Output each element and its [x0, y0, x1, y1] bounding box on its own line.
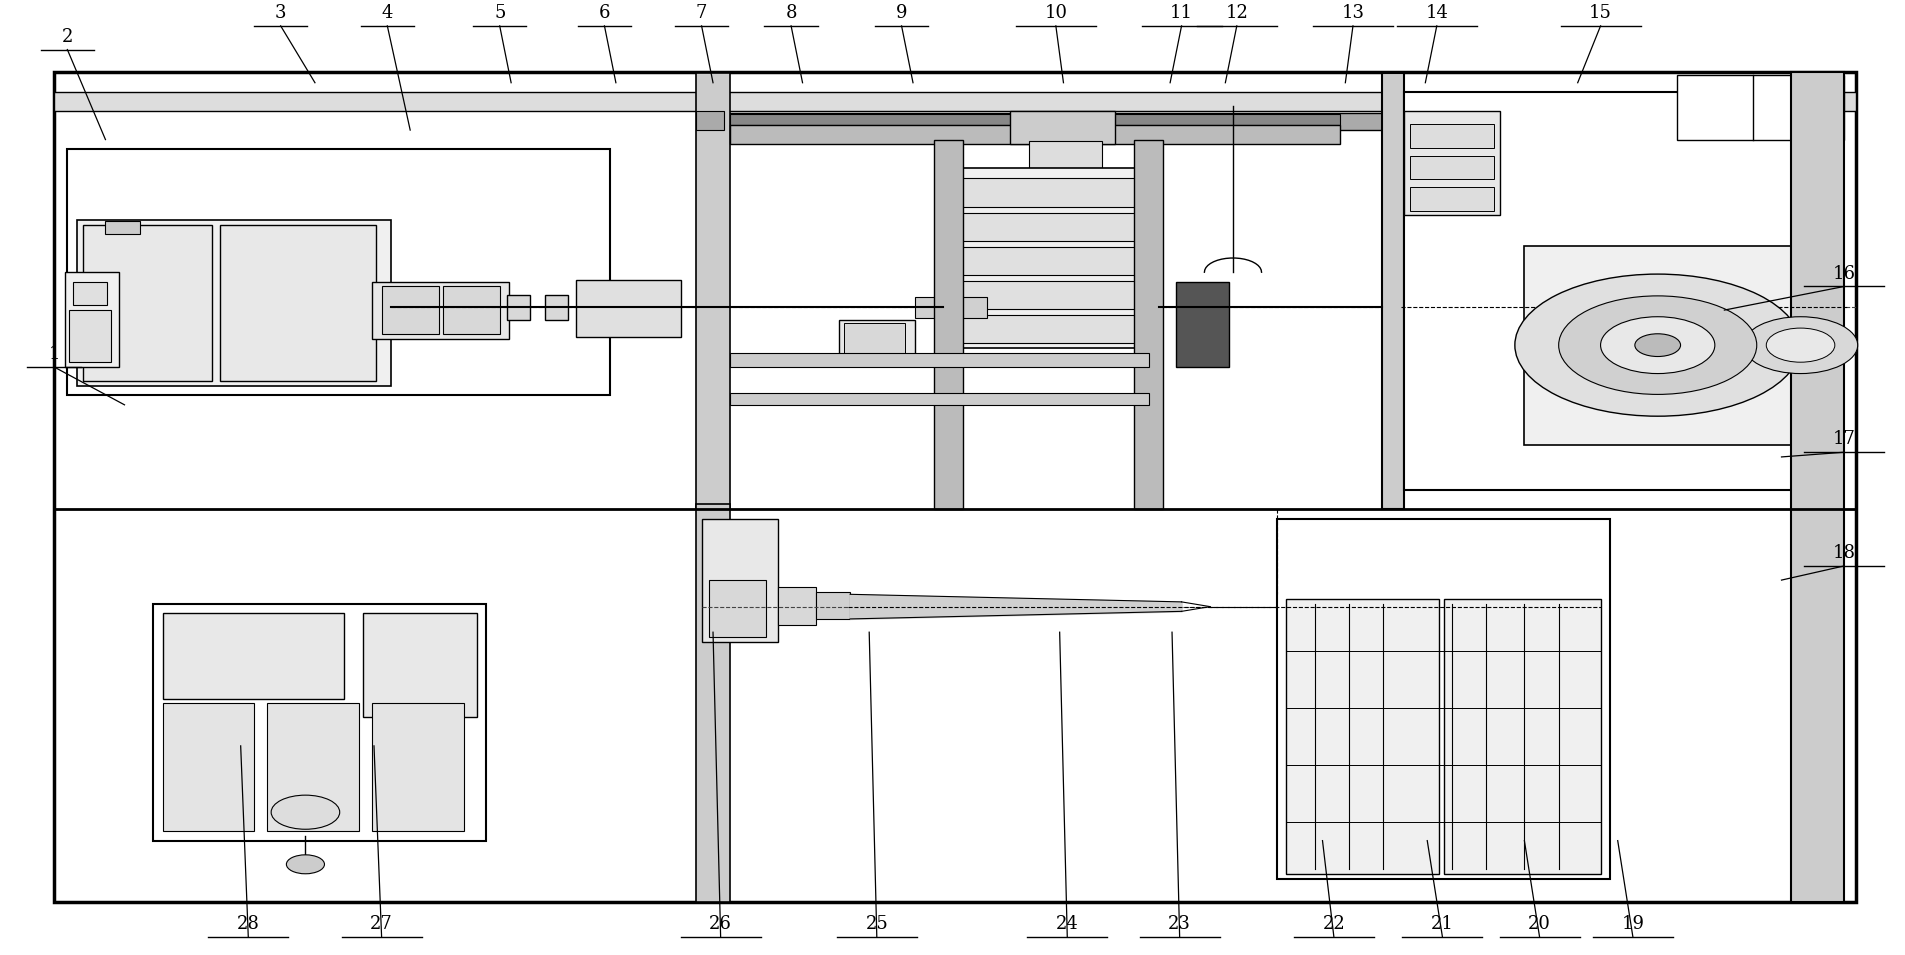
Text: 8: 8	[785, 4, 796, 22]
Bar	[777, 586, 815, 625]
Bar	[1444, 599, 1600, 874]
Bar	[1381, 74, 1404, 509]
Bar	[1029, 141, 1101, 168]
Bar	[1791, 73, 1844, 902]
Circle shape	[286, 855, 324, 874]
Bar	[67, 149, 610, 395]
Text: 4: 4	[381, 4, 392, 22]
Bar	[815, 592, 850, 619]
Bar	[1286, 599, 1438, 874]
Circle shape	[1766, 329, 1835, 362]
Circle shape	[1634, 334, 1680, 356]
Bar	[949, 179, 1139, 207]
Bar	[949, 315, 1139, 343]
Text: 20: 20	[1528, 916, 1551, 933]
Circle shape	[1558, 296, 1756, 394]
Bar	[705, 113, 1381, 130]
Bar	[943, 168, 1153, 348]
Bar	[162, 703, 253, 831]
Bar	[371, 282, 509, 338]
Bar	[1010, 111, 1114, 144]
Bar	[952, 297, 987, 318]
Circle shape	[1514, 274, 1800, 416]
Bar	[730, 393, 1149, 405]
Bar	[53, 93, 1855, 111]
Bar	[627, 295, 650, 320]
Bar	[589, 295, 612, 320]
Text: 25: 25	[865, 916, 888, 933]
Bar	[381, 286, 438, 334]
Circle shape	[271, 796, 339, 829]
Text: 3: 3	[274, 4, 286, 22]
Bar	[545, 295, 568, 320]
Bar	[949, 246, 1139, 275]
Bar	[1276, 519, 1610, 879]
Circle shape	[1600, 317, 1715, 373]
Bar	[730, 352, 1149, 367]
Bar	[933, 139, 962, 509]
Bar	[575, 280, 680, 336]
Bar	[65, 272, 118, 367]
Bar	[69, 310, 110, 362]
Text: 10: 10	[1044, 4, 1067, 22]
Bar	[1404, 111, 1499, 215]
Bar	[82, 224, 211, 381]
Text: 17: 17	[1833, 431, 1855, 449]
Text: 15: 15	[1589, 4, 1612, 22]
Bar	[1410, 156, 1494, 180]
Bar	[1676, 75, 1844, 139]
Bar	[1524, 245, 1791, 445]
Text: 23: 23	[1168, 916, 1191, 933]
Bar	[695, 111, 724, 130]
Text: 9: 9	[895, 4, 907, 22]
Bar	[1404, 93, 1833, 490]
Bar	[362, 613, 476, 717]
Text: 1: 1	[48, 345, 59, 363]
Bar	[709, 580, 766, 637]
Bar	[730, 125, 1339, 144]
Bar	[695, 504, 730, 902]
Bar	[371, 703, 463, 831]
Text: 19: 19	[1621, 916, 1644, 933]
Bar	[914, 297, 949, 318]
Bar	[949, 281, 1139, 309]
Text: 7: 7	[695, 4, 707, 22]
Bar	[1175, 282, 1229, 367]
Text: 22: 22	[1322, 916, 1345, 933]
Bar	[844, 324, 905, 359]
Text: 6: 6	[598, 4, 610, 22]
Bar	[701, 519, 777, 642]
Bar	[72, 282, 107, 306]
Text: 26: 26	[709, 916, 732, 933]
Text: 28: 28	[236, 916, 259, 933]
Text: 21: 21	[1431, 916, 1454, 933]
Circle shape	[1743, 317, 1857, 373]
Bar	[949, 213, 1139, 241]
Bar	[105, 221, 139, 234]
Bar	[267, 703, 358, 831]
Text: 24: 24	[1055, 916, 1078, 933]
Text: 5: 5	[493, 4, 505, 22]
Text: 14: 14	[1425, 4, 1448, 22]
Text: 18: 18	[1833, 544, 1855, 562]
Bar	[730, 114, 1339, 125]
Bar	[695, 74, 730, 509]
Bar	[53, 73, 1855, 902]
Bar	[219, 224, 375, 381]
Bar	[1410, 187, 1494, 211]
Text: 16: 16	[1833, 265, 1855, 283]
Text: 12: 12	[1225, 4, 1248, 22]
Bar	[76, 220, 391, 386]
Bar	[507, 295, 530, 320]
Bar	[442, 286, 499, 334]
Text: 11: 11	[1170, 4, 1193, 22]
Text: 27: 27	[370, 916, 392, 933]
Text: 2: 2	[61, 28, 72, 46]
Bar	[1410, 124, 1494, 148]
Bar	[152, 604, 486, 840]
Bar	[1133, 139, 1162, 509]
Bar	[162, 613, 343, 698]
Bar	[838, 320, 914, 362]
Text: 13: 13	[1341, 4, 1364, 22]
